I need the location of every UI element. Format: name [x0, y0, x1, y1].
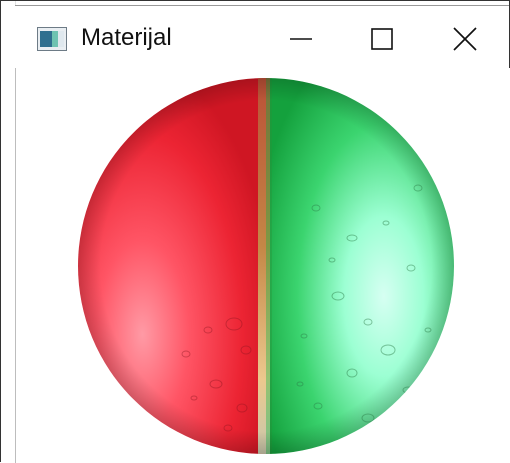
minimize-icon: [289, 27, 313, 51]
maximize-button[interactable]: [352, 10, 412, 68]
maximize-icon: [370, 27, 394, 51]
window-left-edge: [1, 1, 16, 463]
title-bar-background: [15, 6, 509, 68]
sphere: [78, 78, 454, 454]
close-icon: [452, 26, 478, 52]
app-window-icon: [37, 27, 67, 51]
bubble-texture-left: [181, 317, 252, 432]
render-viewport[interactable]: [15, 68, 510, 463]
window-title: Materijal: [81, 24, 172, 51]
sphere-scene: [78, 78, 454, 454]
close-button[interactable]: [435, 10, 495, 68]
sphere-rim-shade: [78, 78, 454, 454]
title-bar[interactable]: Materijal: [15, 5, 509, 68]
minimize-button[interactable]: [271, 10, 331, 68]
